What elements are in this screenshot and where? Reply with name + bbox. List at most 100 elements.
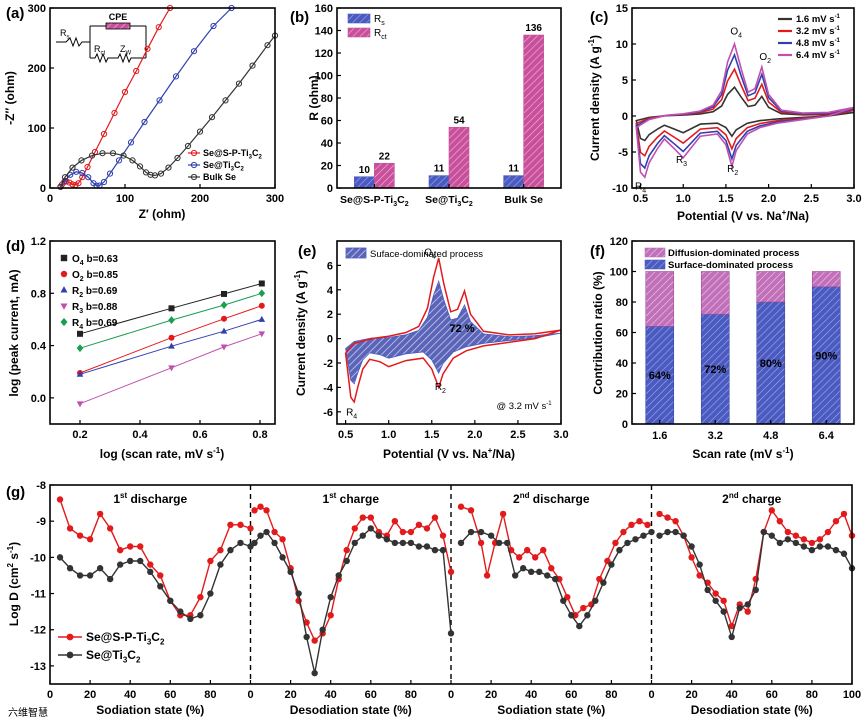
x-tick-label: 2.5 — [804, 193, 819, 205]
data-point — [96, 565, 104, 572]
text-part: 100 — [315, 71, 333, 83]
data-point — [303, 619, 310, 626]
data-point — [157, 572, 164, 579]
data-point — [217, 561, 224, 568]
bar-value-label: 80% — [760, 358, 782, 370]
x-tick-label: 40 — [525, 689, 537, 701]
y-tick-label: 300 — [28, 3, 46, 15]
data-point — [580, 604, 587, 612]
text-part: 2 — [327, 309, 333, 321]
data-point — [168, 365, 175, 372]
text-part: s — [7, 553, 21, 563]
data-point — [295, 590, 302, 597]
data-point — [503, 539, 511, 547]
data-point — [391, 517, 399, 525]
y-tick-label: 60 — [616, 328, 628, 340]
data-point — [220, 301, 228, 309]
data-point — [207, 557, 214, 565]
series-d-3 — [76, 331, 266, 408]
text-part: 4 — [327, 285, 334, 297]
legend-marker — [60, 270, 68, 278]
data-point — [109, 150, 117, 157]
text-part: 11 — [508, 164, 519, 175]
data-point — [515, 554, 523, 561]
text-part: 0.0 — [31, 393, 46, 405]
data-point — [73, 168, 80, 175]
data-point — [423, 543, 431, 550]
text-part: b=0.69 — [83, 318, 118, 329]
text-part: -1 — [835, 26, 841, 32]
x-tick-label: 20 — [685, 689, 697, 701]
data-point — [258, 289, 266, 298]
x-tick-label: 1.0 — [381, 429, 396, 441]
legend-label: 1.6 mV s-1 — [796, 14, 841, 25]
y-tick-label: -9 — [36, 516, 46, 528]
y-tick-label: 4 — [327, 285, 334, 297]
x-tick-label: 80 — [806, 689, 818, 701]
text-part: 0 — [247, 689, 253, 701]
data-point — [560, 597, 567, 604]
segment-xlabel: Sodiation state (%) — [96, 703, 204, 717]
fit-line — [79, 333, 262, 405]
text-part: 2 — [79, 292, 83, 299]
data-point — [439, 546, 447, 554]
text-part: C — [252, 148, 259, 158]
legend-marker — [190, 149, 198, 157]
legend-marker — [60, 303, 68, 310]
data-point — [137, 557, 144, 565]
text-part: O — [759, 52, 767, 63]
panel-g-frame — [49, 484, 853, 685]
data-point — [196, 128, 204, 135]
text-part: -1 — [546, 401, 552, 407]
text-part: -5 — [618, 147, 628, 159]
bar-value-label: 11 — [508, 164, 519, 175]
panel-e-frame — [336, 240, 562, 425]
peak-annotation: R2 — [727, 164, 738, 177]
data-point — [335, 572, 342, 579]
bar-surface — [811, 286, 841, 425]
text-part: 100 — [610, 267, 628, 279]
text-part: 300 — [28, 3, 46, 15]
y-tick-label: -5 — [618, 147, 628, 159]
text-part: 0.5 — [633, 193, 648, 205]
text-part: Diffusion-dominated process — [668, 248, 799, 259]
text-part: ct — [381, 34, 387, 41]
text-part: R — [72, 318, 80, 329]
legend-label: O2 b=0.85 — [72, 270, 118, 283]
data-point — [69, 181, 76, 188]
text-part: Surface-dominated process — [668, 260, 793, 271]
x-tick-label: 3.0 — [846, 193, 861, 205]
data-point — [168, 316, 175, 324]
text-part: 40 — [616, 358, 628, 370]
bar-Rct — [523, 34, 544, 189]
text-part: 1 — [323, 492, 330, 506]
legend-label: Rct — [374, 28, 387, 41]
legend-label: R2 b=0.69 — [72, 286, 118, 299]
data-point — [620, 528, 627, 536]
cv-curve-3 — [635, 41, 855, 179]
data-point — [343, 557, 350, 565]
data-point — [431, 514, 439, 521]
data-point — [76, 401, 84, 408]
text-part: O — [72, 270, 80, 281]
data-point — [399, 528, 407, 536]
circuit-cpe-element — [105, 22, 131, 30]
data-point — [768, 532, 775, 539]
data-point — [227, 546, 234, 554]
text-part: 1.2 — [31, 236, 46, 248]
text-part: 3 — [79, 308, 83, 315]
data-point — [116, 546, 124, 554]
data-point — [532, 554, 539, 561]
x-tick-label: 2.0 — [761, 193, 776, 205]
panel-f-xlabel: Scan rate (mV s-1) — [692, 446, 793, 461]
x-tick-label: 4.8 — [763, 430, 778, 442]
percent-label: 72 % — [449, 323, 474, 335]
data-point — [728, 633, 735, 641]
legend-marker — [60, 286, 68, 293]
data-point — [66, 525, 74, 532]
peak-annotation: R4 — [635, 181, 646, 194]
data-point — [264, 42, 271, 49]
text-part: -12 — [30, 625, 46, 637]
data-point — [712, 597, 719, 604]
